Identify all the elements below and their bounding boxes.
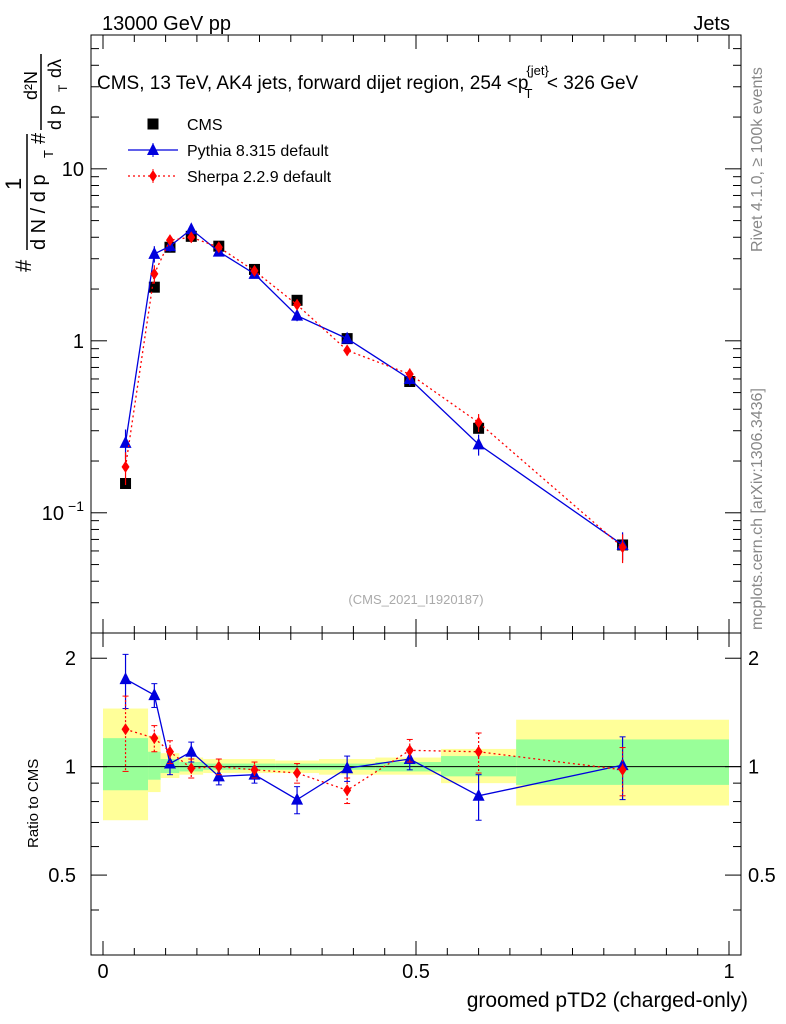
data-point [293, 298, 302, 311]
ratio-tick-label-left: 0.5 [48, 865, 76, 887]
ylabel-T1: T [41, 150, 56, 158]
legend-item-2: Sherpa 2.2.9 default [128, 169, 332, 186]
data-point [291, 308, 304, 321]
ratio-point [343, 784, 352, 797]
title-sub: T [524, 86, 532, 101]
ratio-tick-label-left: 2 [65, 648, 76, 670]
ratio-point [293, 767, 302, 780]
title-prefix: CMS, 13 TeV, AK4 jets, forward dijet reg… [97, 73, 528, 94]
x-tick-label: 0.5 [402, 961, 430, 983]
data-point [148, 281, 160, 293]
legend-marker [147, 118, 159, 130]
ylabel-T2: T [56, 84, 70, 92]
ratio-series-2 [121, 695, 627, 805]
legend-item-0: CMS [147, 117, 223, 134]
ratio-tick-label-right: 0.5 [748, 865, 776, 887]
legend-item-1: Pythia 8.315 default [128, 143, 329, 160]
data-point [121, 460, 130, 473]
y-tick-label: 1 [73, 331, 84, 353]
ratio-series-layer [119, 653, 629, 821]
data-point [343, 344, 352, 357]
ratio-point [187, 762, 196, 775]
ratio-point [185, 744, 198, 757]
ratio-point [403, 752, 416, 765]
header-left: 13000 GeV pp [102, 13, 231, 35]
data-point [148, 246, 161, 259]
legend-marker [149, 170, 157, 182]
data-point [119, 435, 132, 448]
ratio-point [212, 769, 225, 782]
x-tick-label: 1 [723, 961, 734, 983]
ratio-point [119, 672, 132, 685]
data-point [405, 368, 414, 381]
ylabel-dlambda: dλ [45, 59, 65, 78]
band-green [148, 751, 161, 780]
ratio-point [618, 763, 627, 776]
ratio-point [250, 763, 259, 776]
ylabel-dN: d N / d p [28, 174, 50, 250]
legend-label: Pythia 8.315 default [187, 143, 329, 160]
ratio-point [291, 792, 304, 805]
data-point [250, 264, 259, 277]
axis-ticks [91, 34, 741, 955]
ratio-point [165, 745, 174, 758]
data-point [165, 234, 174, 247]
ratio-point [405, 744, 414, 757]
series-layer [119, 222, 629, 564]
series-1 [119, 222, 629, 561]
ylabel-dpT: d p [45, 105, 65, 130]
ratio-tick-label-right: 1 [748, 757, 759, 779]
rivet-label: Rivet 4.1.0, ≥ 100k events [749, 67, 766, 252]
header-right: Jets [693, 13, 730, 35]
ratio-point [121, 723, 130, 736]
title-sup: {jet} [526, 63, 549, 78]
ratio-point [214, 760, 223, 773]
series-line [124, 236, 624, 548]
ratio-point [150, 732, 159, 745]
y-axis-label: # 1 d N / d p T # d²N d p T dλ [1, 54, 70, 272]
x-axis-label: groomed pTD2 (charged-only) [467, 989, 748, 1012]
y-tick-label: 10 [62, 159, 84, 181]
ratio-y-axis-label: Ratio to CMS [25, 759, 42, 848]
uncertainty-bands [103, 708, 729, 821]
ylabel-hash2: # [28, 132, 50, 144]
legend-label: Sherpa 2.2.9 default [187, 169, 332, 186]
data-point [472, 437, 485, 450]
mcplots-label: mcplots.cern.ch [arXiv:1306.3436] [749, 388, 766, 630]
data-point [474, 416, 483, 429]
y-tick-label: 10 [42, 503, 64, 525]
ratio-point [472, 788, 485, 801]
y-tick-exponent: −1 [68, 498, 84, 514]
data-point [214, 241, 223, 254]
plot-title: CMS, 13 TeV, AK4 jets, forward dijet reg… [97, 63, 639, 101]
ratio-point [474, 745, 483, 758]
data-point [150, 267, 159, 280]
data-point [185, 222, 198, 235]
ratio-tick-label-left: 1 [65, 757, 76, 779]
analysis-watermark: (CMS_2021_I1920187) [348, 592, 483, 607]
ylabel-one: 1 [1, 178, 26, 190]
data-point [341, 331, 354, 344]
ratio-tick-label-right: 2 [748, 648, 759, 670]
data-point [187, 231, 196, 244]
series-line [124, 228, 623, 546]
title-suffix: < 326 GeV [547, 73, 639, 94]
legend-label: CMS [187, 117, 223, 134]
ylabel-hash1: # [11, 259, 36, 272]
x-tick-label: 0 [97, 961, 108, 983]
legend-marker [147, 143, 159, 155]
ratio-point [148, 688, 161, 701]
series-0 [120, 230, 629, 551]
legend: CMS Pythia 8.315 default Sherpa 2.2.9 defa… [128, 117, 332, 186]
series-2 [121, 231, 627, 564]
ylabel-d2N: d²N [21, 71, 41, 100]
ratio-point [341, 761, 354, 774]
data-point [618, 541, 627, 554]
